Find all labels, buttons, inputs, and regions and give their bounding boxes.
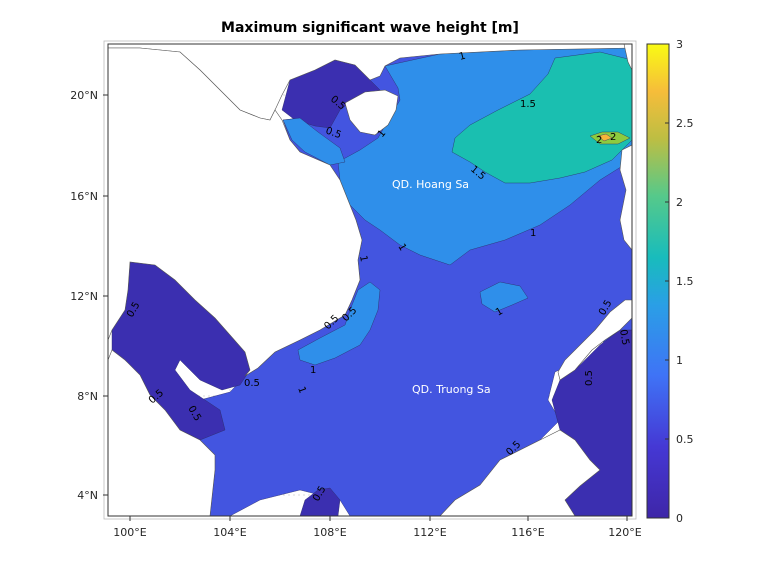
colorbar-tick-label: 0 — [676, 512, 683, 525]
contour-label: 2 — [610, 132, 616, 143]
contour-label: 1 — [310, 365, 316, 376]
place-label-truong-sa: QD. Truong Sa — [412, 383, 491, 396]
x-tick-label: 100°E — [113, 526, 146, 539]
y-tick-label: 8°N — [77, 390, 98, 403]
x-tick-label: 104°E — [213, 526, 246, 539]
colorbar-tick-labels: 3 2.5 2 1.5 1 0.5 0 — [676, 38, 694, 525]
contour-label: 0.5 — [324, 125, 343, 141]
contour-label: 1 — [376, 128, 389, 140]
contour-label: 1 — [494, 306, 505, 319]
y-tick-label: 20°N — [70, 89, 98, 102]
land-taiwan — [623, 44, 632, 71]
contour-label: 1 — [295, 385, 308, 395]
sea-region-1.5 — [451, 51, 632, 184]
land-philippines — [557, 299, 632, 381]
y-tick-marks — [103, 94, 108, 496]
x-tick-label: 108°E — [313, 526, 346, 539]
land-indochina — [108, 47, 363, 377]
place-label-hoang-sa: QD. Hoang Sa — [392, 178, 469, 191]
x-tick-marks — [129, 516, 628, 521]
contour-label: 0.5 — [584, 370, 595, 386]
contour-label: 1.5 — [520, 99, 536, 110]
x-tick-label: 112°E — [413, 526, 446, 539]
land-borneo — [439, 429, 601, 516]
contour-label: 1 — [530, 228, 536, 239]
colorbar-tick-label: 3 — [676, 38, 683, 51]
y-tick-label: 4°N — [77, 489, 98, 502]
sea-region-0-south — [299, 487, 341, 516]
sea-region-2.5 — [597, 133, 613, 142]
y-tick-labels: 20°N 16°N 12°N 8°N 4°N — [70, 89, 98, 502]
contour-label: 1 — [458, 51, 467, 63]
colorbar-tick-label: 0.5 — [676, 433, 694, 446]
contour-label: 0.5 — [244, 378, 260, 389]
colorbar-tick-label: 1 — [676, 354, 683, 367]
colorbar-tick-label: 2.5 — [676, 117, 694, 130]
x-tick-labels: 100°E 104°E 108°E 112°E 116°E 120°E — [113, 526, 641, 539]
y-tick-label: 12°N — [70, 290, 98, 303]
land-luzon — [619, 144, 632, 251]
sea-region-1-vietnam — [297, 281, 381, 366]
land-malay — [108, 349, 216, 516]
land-hainan — [344, 89, 399, 136]
y-tick-label: 16°N — [70, 190, 98, 203]
map-title: Maximum significant wave height [m] — [221, 20, 519, 36]
sea-region-1-hainan — [282, 117, 346, 166]
x-tick-label: 116°E — [511, 526, 544, 539]
colorbar-tick-marks — [665, 43, 669, 519]
contour-label: 1 — [357, 255, 369, 263]
axes-box — [107, 43, 633, 517]
contour-label: 2 — [596, 135, 602, 146]
contour-label: 1 — [395, 242, 408, 253]
x-tick-label: 120°E — [608, 526, 641, 539]
colorbar-tick-label: 1.5 — [676, 275, 694, 288]
contour-label: 0.5 — [617, 329, 631, 347]
map-border — [103, 40, 637, 520]
colorbar-tick-label: 2 — [676, 196, 683, 209]
sea-region-1-spot — [479, 281, 529, 313]
